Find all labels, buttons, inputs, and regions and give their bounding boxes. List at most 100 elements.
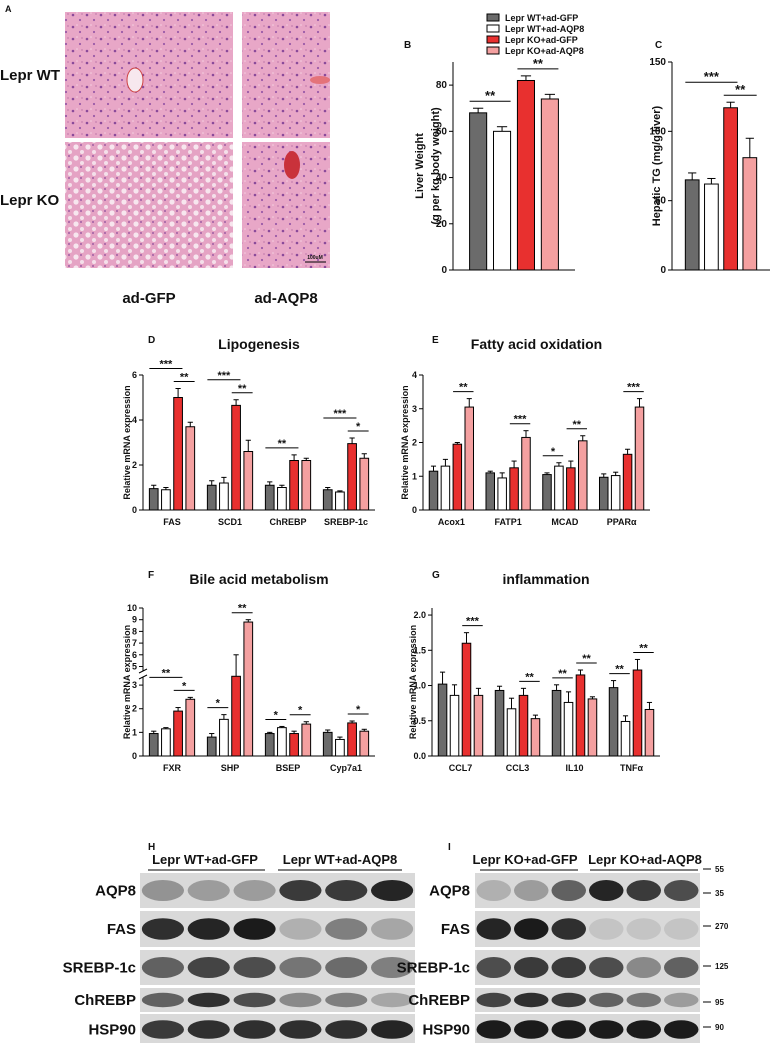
blot-strip bbox=[140, 1014, 415, 1043]
y-tick-label: 150 bbox=[649, 57, 666, 68]
blot-band bbox=[626, 992, 661, 1008]
blot-row-label: AQP8 bbox=[95, 883, 136, 900]
significance-label: *** bbox=[514, 414, 528, 426]
bar bbox=[608, 687, 619, 757]
legend-swatch bbox=[486, 24, 500, 33]
bar bbox=[516, 79, 535, 271]
y-axis-label: Liver Weight bbox=[414, 133, 426, 199]
bar bbox=[509, 467, 519, 511]
blot-band bbox=[325, 1020, 368, 1039]
blot-band bbox=[371, 1020, 414, 1039]
legend-label: Lepr KO+ad-AQP8 bbox=[505, 46, 584, 56]
bar bbox=[148, 488, 159, 511]
blot-band bbox=[664, 957, 699, 978]
significance-label: ** bbox=[639, 642, 648, 654]
blot-band bbox=[589, 992, 624, 1008]
chart-title: Lipogenesis bbox=[218, 336, 300, 352]
bar bbox=[161, 728, 171, 757]
y-tick-label: 20 bbox=[436, 219, 448, 230]
significance-label: * bbox=[182, 680, 187, 692]
y-tick-label: 0 bbox=[441, 265, 447, 276]
y-tick-label: 6 bbox=[132, 370, 137, 380]
bar bbox=[206, 484, 217, 511]
legend-swatch bbox=[486, 35, 500, 44]
y-tick-label: 5 bbox=[132, 661, 137, 671]
bar bbox=[185, 426, 196, 511]
blot-band bbox=[514, 957, 549, 978]
legend-label: Lepr WT+ad-AQP8 bbox=[505, 24, 584, 34]
bar bbox=[335, 491, 345, 511]
marker-label: 35 bbox=[715, 889, 724, 898]
y-axis-label: Relative mRNA expression bbox=[400, 385, 410, 499]
y-axis-label: Relative mRNA expression bbox=[408, 625, 418, 739]
y-tick-label: 2 bbox=[132, 704, 137, 714]
significance-label: *** bbox=[627, 382, 641, 394]
row-label: Lepr WT bbox=[0, 67, 60, 84]
bar bbox=[359, 457, 370, 511]
blot-row-label: ChREBP bbox=[408, 992, 470, 1009]
y-tick-label: 2.0 bbox=[413, 610, 426, 620]
significance-label: *** bbox=[704, 69, 720, 84]
blot-band bbox=[371, 992, 414, 1008]
significance-label: * bbox=[356, 421, 361, 433]
bar bbox=[587, 698, 598, 757]
significance-label: ** bbox=[525, 671, 534, 683]
blot-row-label: SREBP-1c bbox=[397, 960, 470, 977]
blot-band bbox=[279, 1020, 322, 1039]
bar bbox=[554, 465, 564, 511]
blot-band bbox=[589, 1020, 624, 1039]
x-tick-label: IL10 bbox=[565, 763, 583, 773]
bar bbox=[542, 474, 552, 511]
chart-title: Fatty acid oxidation bbox=[471, 336, 602, 352]
blot-band bbox=[233, 1020, 276, 1039]
blot-band bbox=[187, 880, 230, 901]
bar bbox=[452, 443, 463, 511]
blot-strip bbox=[140, 873, 415, 908]
marker-label: 90 bbox=[715, 1023, 724, 1032]
blot-band bbox=[476, 880, 511, 901]
column-label: ad-GFP bbox=[122, 290, 175, 307]
bar bbox=[632, 669, 643, 757]
bar bbox=[264, 484, 275, 511]
significance-label: ** bbox=[238, 603, 247, 615]
bar bbox=[359, 730, 370, 757]
bar bbox=[161, 489, 171, 511]
y-tick-label: 4 bbox=[412, 370, 417, 380]
blot-band bbox=[187, 1020, 230, 1039]
bar bbox=[506, 708, 517, 757]
y-tick-label: 1 bbox=[132, 727, 137, 737]
blot-row-label: SREBP-1c bbox=[63, 960, 136, 977]
bar bbox=[704, 183, 719, 271]
bar bbox=[723, 107, 738, 271]
group-label: Lepr WT+ad-GFP bbox=[152, 852, 258, 867]
bar bbox=[644, 708, 655, 757]
bar bbox=[219, 482, 229, 511]
significance-label: ** bbox=[238, 383, 247, 395]
bar bbox=[566, 467, 576, 511]
significance-label: *** bbox=[466, 616, 480, 628]
blot-strip bbox=[140, 950, 415, 985]
blot-row-label: FAS bbox=[107, 921, 136, 938]
blot-band bbox=[476, 957, 511, 978]
significance-label: ** bbox=[615, 664, 624, 676]
blot-band bbox=[141, 918, 185, 940]
blot-band bbox=[514, 918, 549, 940]
panel-letter: E bbox=[432, 335, 439, 346]
group-label: Lepr KO+ad-AQP8 bbox=[588, 852, 702, 867]
x-tick-label: SREBP-1c bbox=[324, 517, 368, 527]
blot-band bbox=[279, 918, 322, 940]
blot-strip bbox=[475, 950, 700, 985]
bar bbox=[231, 675, 241, 757]
y-tick-label: 0 bbox=[132, 751, 137, 761]
bar bbox=[551, 689, 562, 757]
group-label: Lepr KO+ad-GFP bbox=[472, 852, 577, 867]
blot-row-label: FAS bbox=[441, 921, 470, 938]
blot-strip bbox=[475, 1014, 700, 1043]
blot-band bbox=[551, 957, 586, 978]
bar bbox=[461, 642, 472, 757]
bar bbox=[473, 694, 484, 757]
blot-band bbox=[514, 992, 549, 1008]
x-tick-label: SHP bbox=[221, 763, 240, 773]
blot-strip bbox=[475, 911, 700, 947]
significance-label: ** bbox=[162, 667, 171, 679]
